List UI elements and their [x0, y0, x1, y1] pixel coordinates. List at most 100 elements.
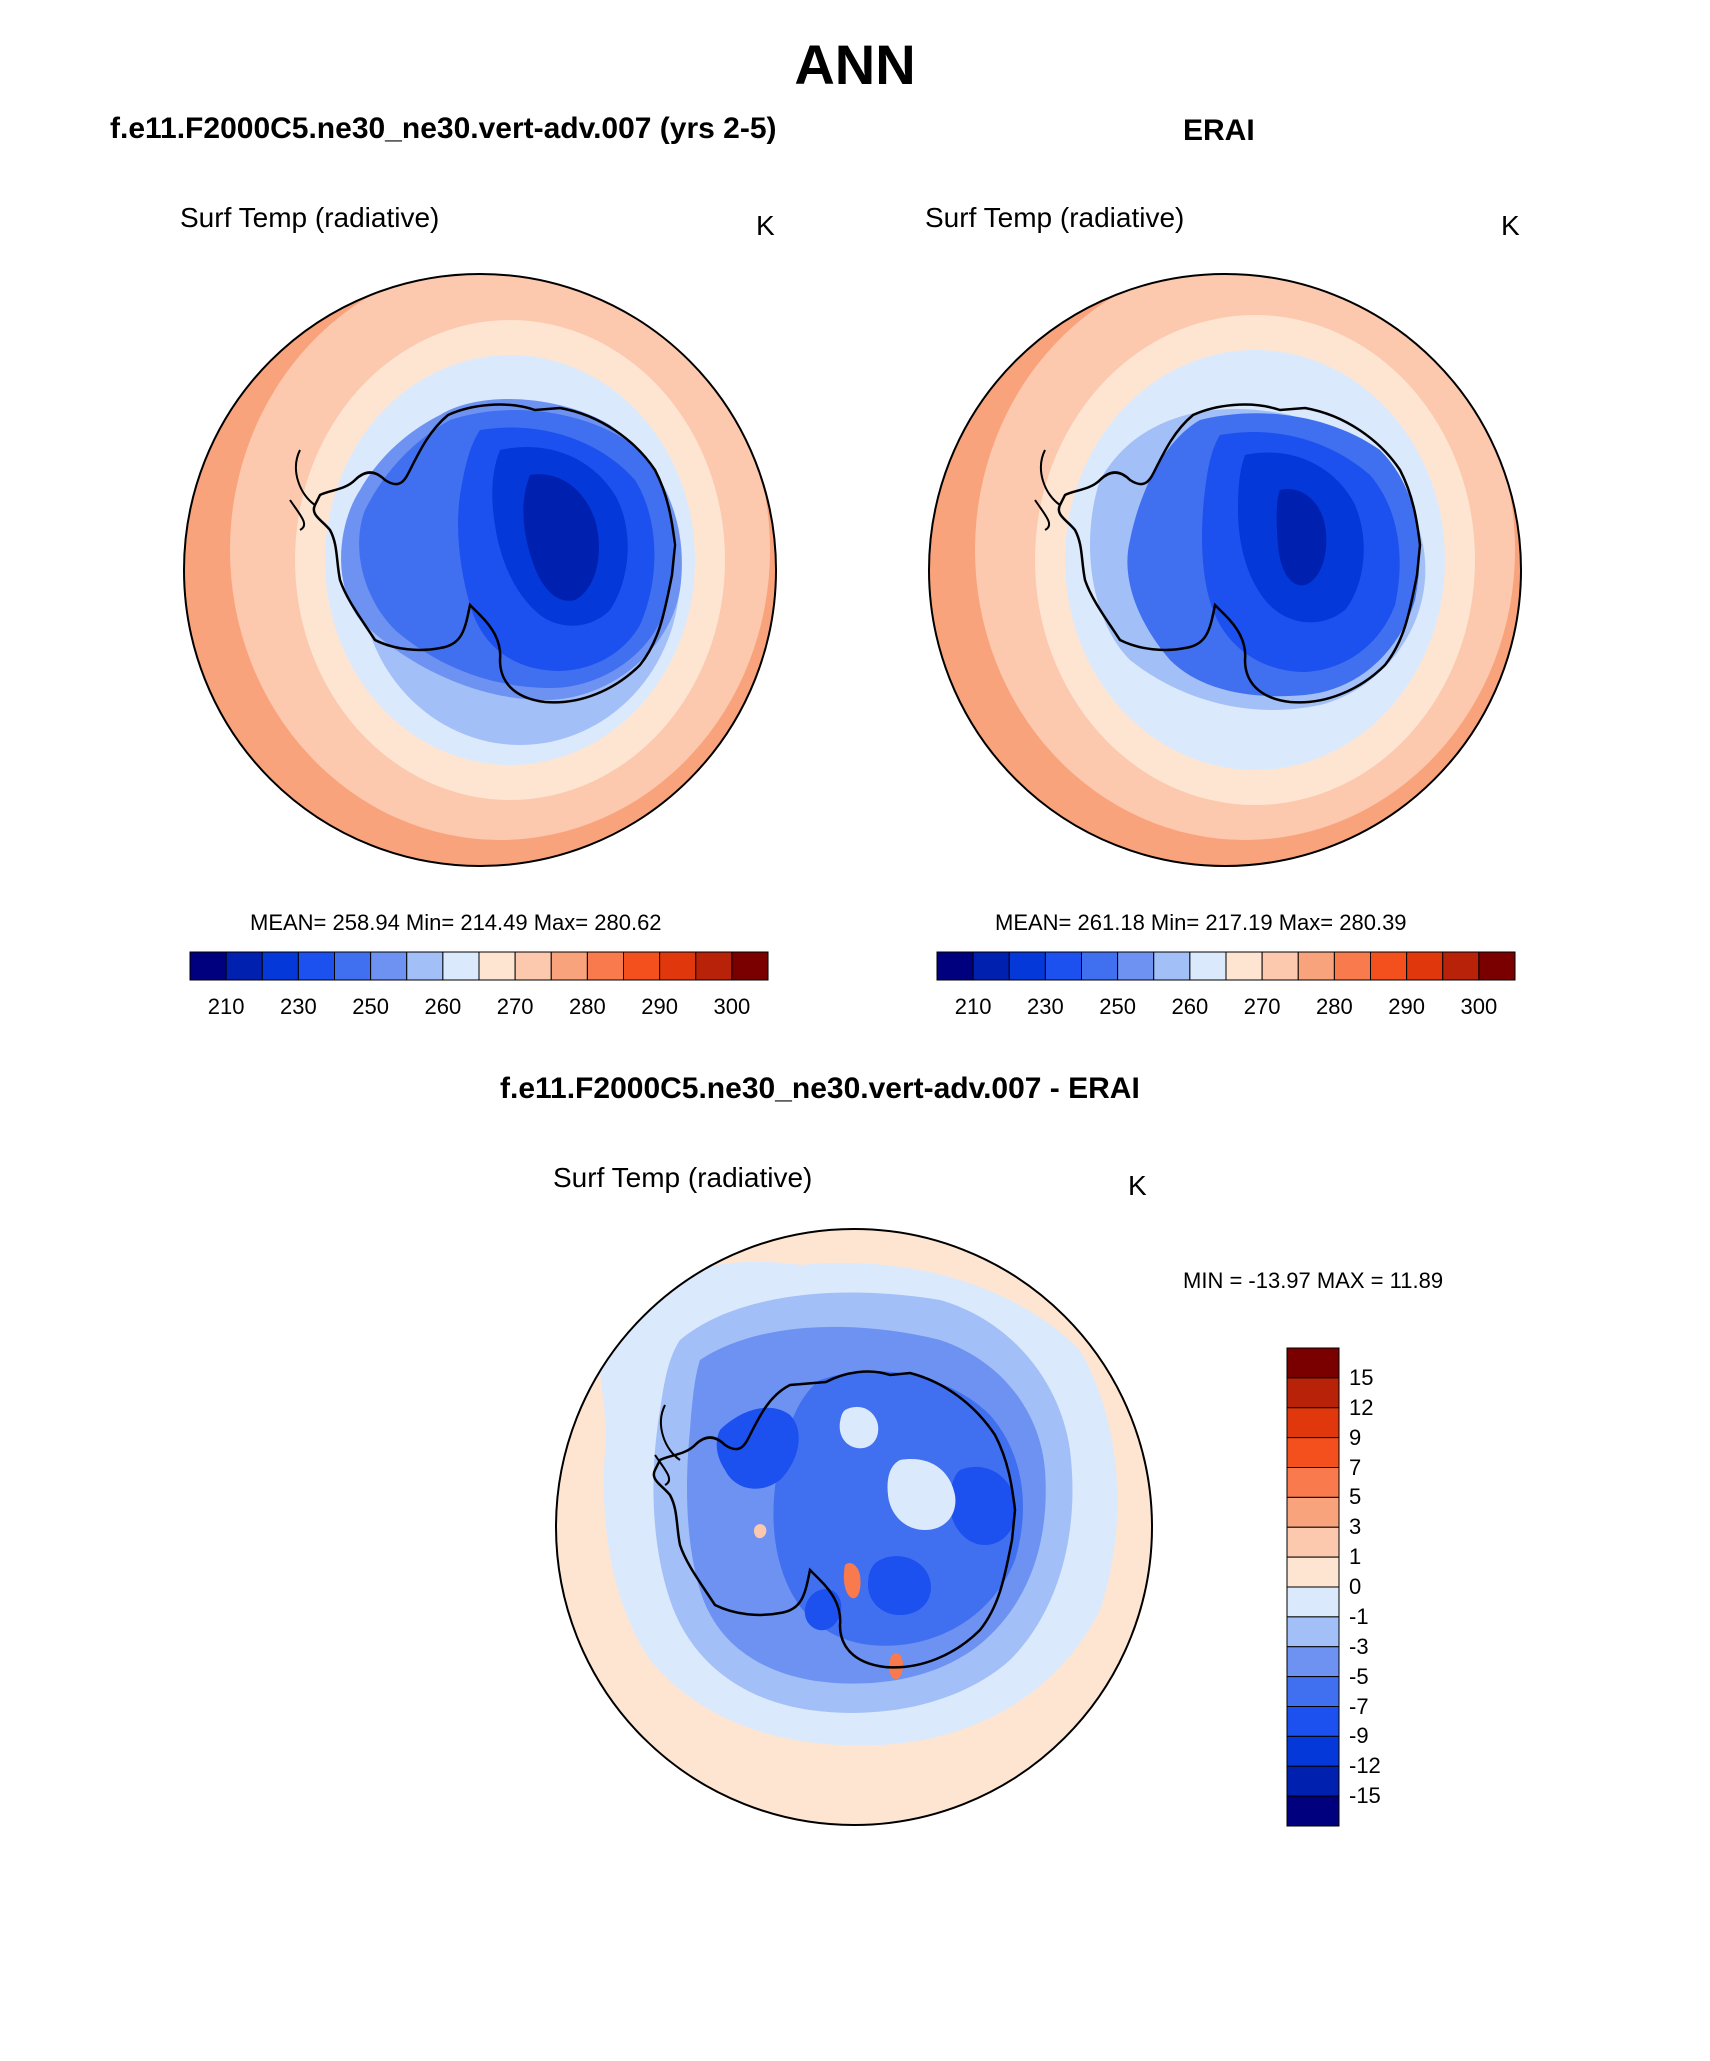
colorbar-swatch [1478, 951, 1516, 981]
colorbar-tick-label: 270 [496, 994, 534, 1019]
colorbar-swatch [1297, 951, 1335, 981]
colorbar-swatch [1286, 1407, 1340, 1439]
colorbar-tick-label: 250 [1099, 994, 1136, 1019]
diff-zone-neg9 [716, 1407, 799, 1489]
colorbar-swatch [1286, 1765, 1340, 1797]
diff-zone-neg9 [950, 1466, 1016, 1545]
colorbar-swatch [1153, 951, 1191, 981]
antarctica-coastline [312, 403, 677, 704]
diff-variable-label: Surf Temp (radiative) [553, 1162, 813, 1193]
colorbar-tick-label: 3 [1349, 1514, 1362, 1540]
colorbar-swatch [1286, 1586, 1340, 1618]
colorbar-tick-label: 230 [280, 994, 317, 1019]
obs-map-border [928, 273, 1522, 867]
colorbar-swatch [370, 951, 408, 981]
antarctic-peninsula-outline [1034, 449, 1061, 531]
colorbar-swatch [623, 951, 661, 981]
diff-units-label: K [1128, 1170, 1147, 1201]
colorbar-swatch [1286, 1377, 1340, 1409]
colorbar-tick-label: 0 [1349, 1574, 1362, 1599]
colorbar-swatch [1286, 1556, 1340, 1588]
colorbar-tick-label: -5 [1349, 1663, 1369, 1689]
colorbar-swatch [1286, 1437, 1340, 1469]
diff-stats: MIN = -13.97 MAX = 11.89 [1183, 1268, 1444, 1293]
colorbar-swatch [406, 951, 444, 981]
colorbar-swatch [1286, 1526, 1340, 1558]
colorbar-swatch [1442, 951, 1480, 981]
diff-zone-neg9 [804, 1589, 842, 1631]
colorbar-tick-label: 270 [1243, 994, 1281, 1019]
colorbar-swatch [1333, 951, 1372, 981]
diff-zone-neg1 [839, 1406, 879, 1449]
colorbar-tick-label: -3 [1349, 1633, 1369, 1659]
colorbar-swatch [1286, 1616, 1340, 1648]
colorbar-swatch [478, 951, 516, 981]
colorbar-swatch [1189, 951, 1227, 981]
colorbar-swatch [1286, 1676, 1340, 1708]
model-stats: MEAN= 258.94 Min= 214.49 Max= 280.62 [250, 910, 662, 935]
colorbar-tick-label: 9 [1349, 1424, 1362, 1450]
colorbar-swatch [225, 951, 263, 981]
obs-variable-label: Surf Temp (radiative) [925, 202, 1185, 233]
colorbar-swatch [261, 951, 299, 981]
colorbar-swatch [514, 951, 552, 981]
colorbar-swatch [936, 951, 974, 981]
colorbar-swatch [1261, 951, 1299, 981]
obs-units-label: K [1501, 210, 1520, 241]
colorbar-tick-label: -15 [1349, 1783, 1381, 1809]
figure-title: ANN [794, 33, 916, 96]
colorbar-swatch [1008, 951, 1046, 981]
colorbar-swatch [1406, 951, 1444, 981]
colorbar-tick-label: 1 [1349, 1544, 1362, 1570]
colorbar-swatch [731, 951, 769, 981]
obs-colorbar [936, 951, 1516, 981]
colorbar-swatch [1286, 1646, 1340, 1678]
diff-zone-pos3 [753, 1524, 767, 1539]
colorbar-swatch [1286, 1735, 1340, 1767]
colorbar-tick-label: 260 [1171, 994, 1209, 1019]
colorbar-tick-label: 12 [1349, 1394, 1374, 1420]
obs-case-title: ERAI [1183, 114, 1255, 147]
colorbar-tick-label: 290 [1388, 994, 1425, 1019]
colorbar-swatch [550, 951, 588, 981]
colorbar-tick-label: 7 [1349, 1454, 1362, 1480]
colorbar-tick-label: 300 [1460, 994, 1498, 1019]
colorbar-swatch [1225, 951, 1263, 981]
antarctic-peninsula-outline [289, 449, 316, 531]
antarctic-zone-210 [1276, 489, 1327, 586]
antarctica-coastline [652, 1370, 1017, 1669]
colorbar-swatch [442, 951, 480, 981]
colorbar-tick-label: -9 [1349, 1723, 1369, 1749]
model-units-label: K [756, 210, 775, 241]
colorbar-swatch [1117, 951, 1155, 981]
colorbar-tick-label: 250 [352, 994, 389, 1019]
model-map-border [183, 273, 777, 867]
antarctic-peninsula-outline [654, 1404, 681, 1486]
colorbar-swatch [1286, 1795, 1340, 1827]
colorbar-swatch [1370, 951, 1408, 981]
diff-zone-neg9 [868, 1556, 931, 1615]
colorbar-tick-label: 210 [207, 994, 245, 1019]
obs-stats: MEAN= 261.18 Min= 217.19 Max= 280.39 [995, 910, 1407, 935]
colorbar-swatch [334, 951, 372, 981]
diff-case-title: f.e11.F2000C5.ne30_ne30.vert-adv.007 - E… [500, 1072, 1140, 1105]
colorbar-tick-label: 300 [713, 994, 751, 1019]
antarctic-zone-210 [523, 474, 599, 601]
diff-map-border [555, 1228, 1153, 1826]
diff-colorbar [1286, 1347, 1340, 1827]
colorbar-swatch [189, 951, 227, 981]
diff-zone-pos5 [889, 1653, 903, 1680]
colorbar-tick-label: 260 [424, 994, 462, 1019]
colorbar-tick-label: 280 [569, 994, 606, 1019]
colorbar-swatch [1286, 1467, 1340, 1498]
colorbar-tick-label: 5 [1349, 1484, 1362, 1510]
model-colorbar [189, 951, 769, 981]
colorbar-tick-label: 280 [1316, 994, 1353, 1019]
colorbar-swatch [972, 951, 1010, 981]
colorbar-swatch [297, 951, 336, 981]
colorbar-swatch [1286, 1706, 1340, 1737]
model-variable-label: Surf Temp (radiative) [180, 202, 440, 233]
